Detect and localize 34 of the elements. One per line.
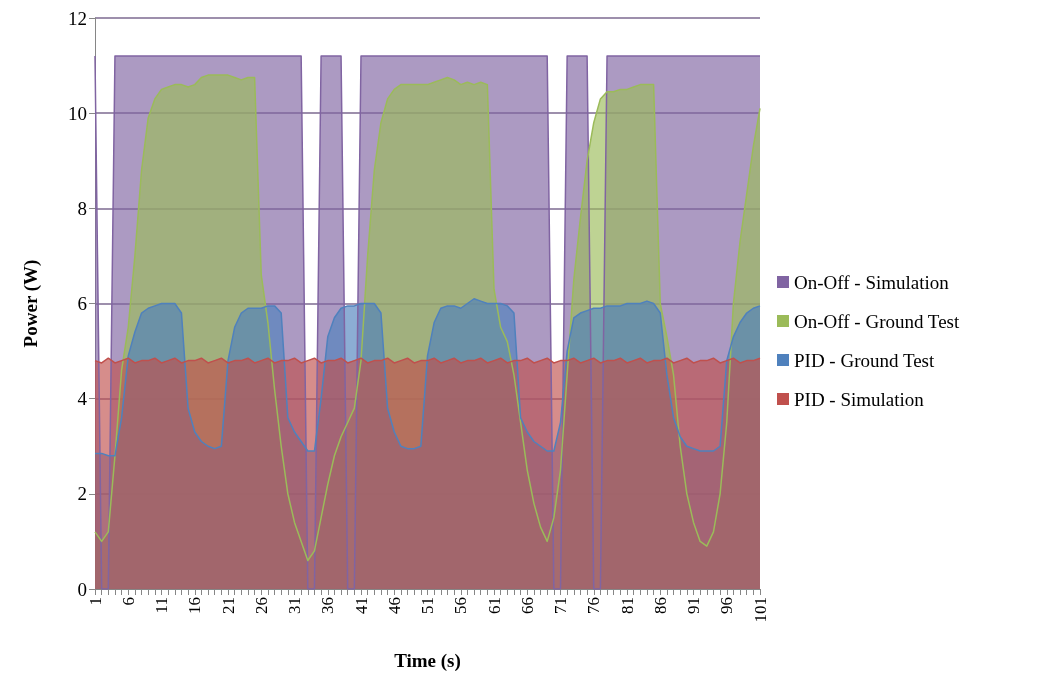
y-tick-label: 10: [68, 102, 87, 124]
x-tick-label: 76: [584, 597, 604, 614]
x-tick-label: 1: [85, 597, 105, 606]
x-tick-label: 21: [218, 597, 238, 614]
y-tick-label: 4: [77, 388, 88, 410]
legend-label: PID - Ground Test: [794, 349, 935, 371]
x-tick-label: 91: [684, 597, 703, 614]
x-tick-label: 101: [750, 597, 770, 623]
x-tick-label: 31: [285, 597, 304, 614]
x-axis-title: Time (s): [394, 650, 461, 672]
y-axis-title: Power (W): [20, 259, 42, 348]
legend-label: On-Off - Simulation: [794, 271, 950, 293]
x-tick-label: 81: [617, 597, 637, 614]
x-tick-label: 56: [451, 597, 471, 614]
y-tick-label: 6: [77, 293, 87, 314]
x-tick-label: 6: [118, 597, 138, 606]
x-tick-label: 61: [484, 597, 504, 614]
x-tick-label: 11: [152, 597, 171, 614]
legend-label: On-Off - Ground Test: [794, 310, 960, 332]
x-tick-label: 16: [185, 597, 205, 614]
x-tick-label: 96: [717, 597, 737, 614]
x-tick-label: 51: [418, 597, 437, 614]
y-tick-label: 12: [68, 7, 87, 29]
x-tick-label: 46: [384, 597, 404, 614]
legend-label: PID - Simulation: [794, 388, 925, 410]
y-tick-label: 8: [77, 197, 87, 219]
x-tick-label: 41: [351, 597, 371, 614]
y-tick-label: 2: [77, 483, 87, 505]
y-tick-label: 0: [77, 578, 87, 600]
x-tick-label: 26: [251, 597, 271, 614]
x-tick-label: 71: [551, 597, 570, 614]
x-tick-label: 86: [650, 597, 670, 614]
x-tick-label: 36: [318, 597, 338, 614]
x-tick-label: 66: [517, 597, 537, 614]
